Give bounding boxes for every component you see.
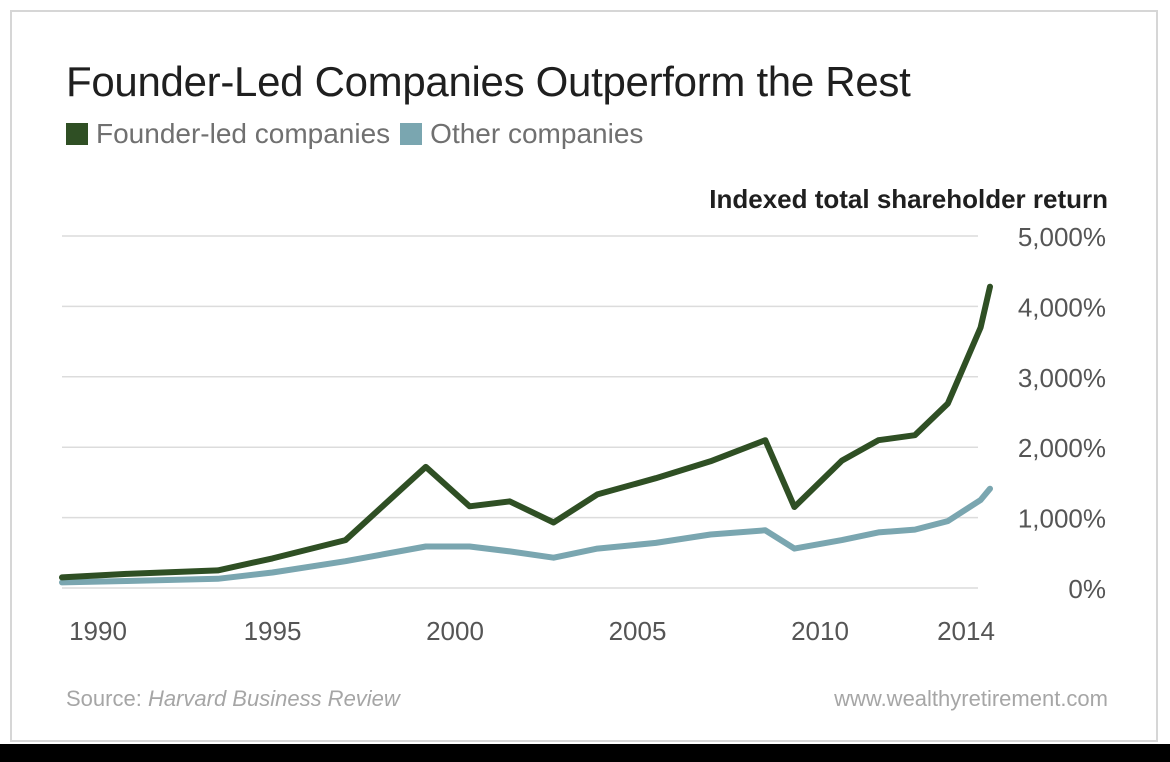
series-line-other <box>59 485 993 586</box>
chart-frame <box>10 10 1158 742</box>
source-note: Source: Harvard Business Review <box>66 686 400 712</box>
y-tick-label: 1,000% <box>1018 504 1106 534</box>
bottom-bar <box>0 744 1170 762</box>
x-tick-label: 2000 <box>426 616 484 646</box>
y-tick-label: 5,000% <box>1018 222 1106 252</box>
legend-swatch-other <box>400 123 423 145</box>
x-tick-label: 2005 <box>609 616 667 646</box>
x-tick-label: 1990 <box>69 616 127 646</box>
legend-label-other: Other companies <box>430 118 644 149</box>
y-tick-label: 3,000% <box>1018 363 1106 393</box>
x-tick-label: 2010 <box>791 616 849 646</box>
x-tick-label: 2014 <box>937 616 995 646</box>
legend: Founder-led companies Other companies <box>66 118 643 150</box>
y-axis-label: Indexed total shareholder return <box>709 184 1108 214</box>
legend-swatch-founder <box>66 123 88 145</box>
legend-label-founder: Founder-led companies <box>96 118 391 149</box>
chart-title: Founder-Led Companies Outperform the Res… <box>66 58 911 105</box>
website-url: www.wealthyretirement.com <box>834 686 1108 711</box>
source-prefix: Source: <box>66 686 148 711</box>
source-name: Harvard Business Review <box>147 686 400 711</box>
x-tick-label: 1995 <box>244 616 302 646</box>
y-tick-label: 2,000% <box>1018 433 1106 463</box>
legend-item-founder: Founder-led companies <box>66 118 390 150</box>
series-line-founder-led <box>59 283 993 581</box>
y-tick-label: 4,000% <box>1018 292 1106 322</box>
y-tick-label: 0% <box>1068 574 1106 604</box>
legend-item-other: Other companies <box>400 118 643 150</box>
